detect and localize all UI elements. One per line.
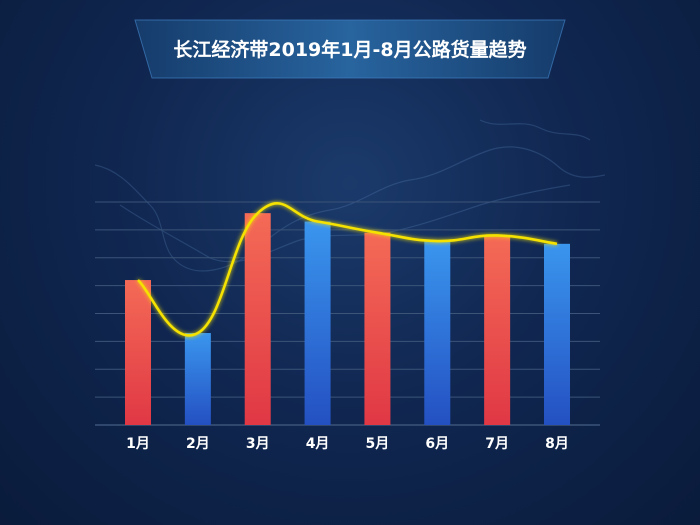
x-tick-label: 2月 <box>186 436 210 452</box>
bar-7 <box>484 235 511 425</box>
bar-8 <box>544 243 570 425</box>
chart-title: 长江经济带2019年1月-8月公路货量趋势 <box>173 38 526 61</box>
x-tick-label: 8月 <box>545 436 569 452</box>
bar-2 <box>184 333 211 425</box>
x-tick-label: 6月 <box>425 436 449 452</box>
x-axis-labels: 1月 2月 3月 4月 5月 6月 7月 8月 <box>126 436 569 452</box>
bars <box>125 213 570 425</box>
grid-lines <box>95 201 600 426</box>
bar-5 <box>364 232 391 425</box>
bar-6 <box>424 241 451 425</box>
bar-4 <box>304 221 331 425</box>
background-map-decoration <box>94 119 606 272</box>
x-tick-label: 4月 <box>306 436 330 452</box>
bar-1 <box>125 280 151 425</box>
x-tick-label: 5月 <box>366 436 390 452</box>
title-banner: 长江经济带2019年1月-8月公路货量趋势 <box>134 19 566 79</box>
trend-line-group <box>137 202 558 337</box>
x-tick-label: 3月 <box>246 436 270 452</box>
x-tick-label: 1月 <box>126 436 150 452</box>
trend-line <box>137 202 558 337</box>
x-tick-label: 7月 <box>485 436 509 452</box>
bar-3 <box>244 213 271 425</box>
